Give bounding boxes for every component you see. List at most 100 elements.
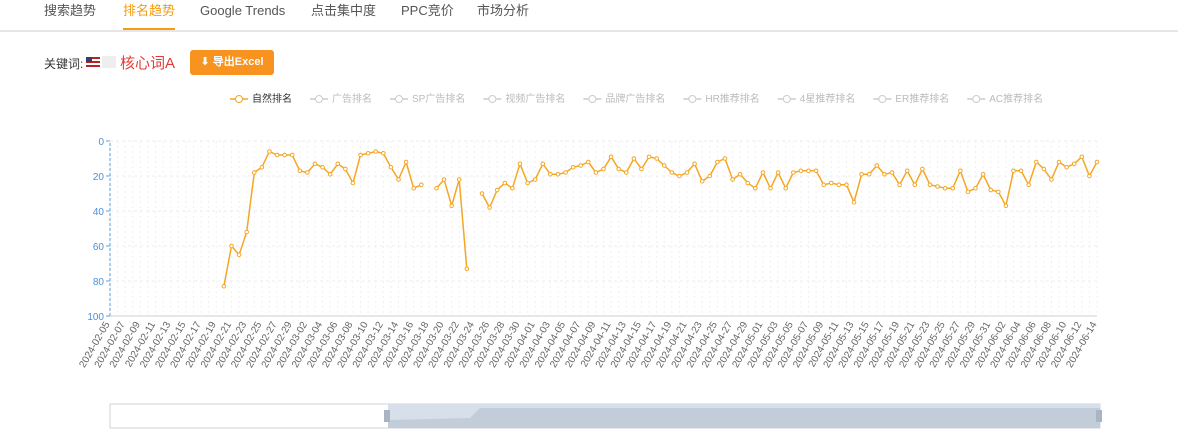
- data-point: [494, 187, 500, 193]
- tab[interactable]: PPC竞价: [401, 3, 454, 18]
- data-point: [411, 185, 416, 191]
- data-point: [722, 156, 728, 161]
- data-point: [806, 168, 811, 174]
- data-point: [244, 229, 249, 235]
- flag-icon: [86, 57, 100, 67]
- data-point: [1003, 203, 1009, 209]
- data-point: [312, 161, 318, 167]
- keyword-value: 核心词A: [120, 55, 176, 72]
- data-point: [874, 163, 880, 168]
- data-point: [525, 180, 530, 186]
- data-point: [1079, 154, 1085, 160]
- data-point: [487, 205, 492, 210]
- data-point: [692, 161, 697, 167]
- data-point: [305, 170, 310, 175]
- legend-label[interactable]: 视频广告排名: [505, 92, 565, 105]
- data-point: [1071, 161, 1077, 167]
- legend-dot: [235, 95, 243, 103]
- data-point: [1018, 168, 1024, 174]
- data-point: [578, 163, 584, 168]
- legend-label[interactable]: HR推荐排名: [705, 92, 759, 105]
- zoom-handle[interactable]: [1096, 410, 1102, 422]
- masked-text: [102, 56, 116, 68]
- data-point: [289, 152, 295, 158]
- legend-dot: [488, 95, 497, 103]
- data-point: [828, 180, 834, 186]
- data-point: [548, 171, 553, 177]
- data-point: [418, 182, 424, 188]
- legend-label[interactable]: ER推荐排名: [895, 92, 949, 105]
- tab[interactable]: 点击集中度: [311, 3, 377, 18]
- data-point: [791, 170, 796, 175]
- data-point: [980, 171, 986, 177]
- data-point: [942, 185, 948, 191]
- data-point: [866, 171, 872, 177]
- tab[interactable]: 搜索趋势: [44, 3, 97, 18]
- keyword-label: 关键词:: [44, 57, 84, 71]
- data-point: [456, 177, 462, 182]
- data-point: [654, 156, 659, 161]
- data-point: [889, 170, 895, 175]
- data-point: [988, 187, 994, 193]
- data-point: [646, 154, 652, 160]
- data-point: [282, 152, 287, 158]
- data-point: [601, 166, 606, 172]
- data-point: [965, 189, 971, 195]
- legend-label[interactable]: 4星推荐排名: [800, 92, 856, 105]
- data-point: [768, 185, 773, 191]
- legend-label[interactable]: AC推荐排名: [989, 92, 1043, 105]
- data-point: [373, 149, 379, 154]
- data-point: [958, 168, 963, 174]
- data-point: [798, 168, 804, 174]
- data-point: [859, 171, 864, 177]
- y-tick-label: 40: [93, 207, 105, 218]
- data-point: [403, 159, 409, 165]
- tab-bar: 搜索趋势 排名趋势 Google Trends 点击集中度 PPC竞价 市场分析: [0, 0, 1178, 32]
- data-point: [563, 170, 568, 175]
- data-point: [844, 182, 849, 188]
- data-point: [381, 150, 386, 156]
- tab[interactable]: 排名趋势: [123, 2, 176, 30]
- data-point: [927, 182, 933, 188]
- y-tick-label: 60: [93, 242, 105, 253]
- data-point: [259, 164, 265, 170]
- data-point: [327, 171, 333, 177]
- data-point: [396, 177, 401, 182]
- data-point: [1064, 164, 1069, 170]
- data-point: [730, 177, 735, 182]
- data-point: [267, 149, 272, 154]
- data-point: [935, 184, 940, 189]
- data-point: [555, 171, 561, 177]
- data-point: [335, 161, 341, 167]
- data-point: [1094, 159, 1100, 165]
- legend-label[interactable]: 品牌广告排名: [605, 92, 665, 105]
- y-tick-label: 100: [87, 312, 104, 323]
- data-point: [699, 178, 705, 184]
- data-point: [1049, 177, 1054, 182]
- tab[interactable]: Google Trends: [200, 3, 286, 18]
- data-point: [236, 252, 242, 258]
- data-point: [623, 170, 629, 175]
- data-point: [502, 180, 508, 186]
- data-point: [1026, 182, 1031, 188]
- legend-label[interactable]: 自然排名: [252, 92, 292, 105]
- legend-label[interactable]: SP广告排名: [412, 92, 465, 105]
- data-point: [434, 185, 439, 191]
- zoom-handle[interactable]: [384, 410, 390, 422]
- data-point: [639, 166, 644, 172]
- data-point: [1087, 173, 1092, 179]
- tab[interactable]: 市场分析: [477, 3, 530, 18]
- data-point: [464, 266, 470, 272]
- export-button[interactable]: ⬇ 导出Excel: [190, 50, 274, 75]
- data-point: [753, 185, 758, 191]
- data-point: [320, 164, 325, 170]
- data-point: [737, 171, 743, 177]
- data-point: [343, 166, 348, 172]
- legend-label[interactable]: 广告排名: [332, 92, 372, 105]
- data-point: [1033, 159, 1039, 165]
- data-point: [532, 177, 538, 182]
- legend-dot: [782, 95, 791, 103]
- data-point: [593, 170, 599, 175]
